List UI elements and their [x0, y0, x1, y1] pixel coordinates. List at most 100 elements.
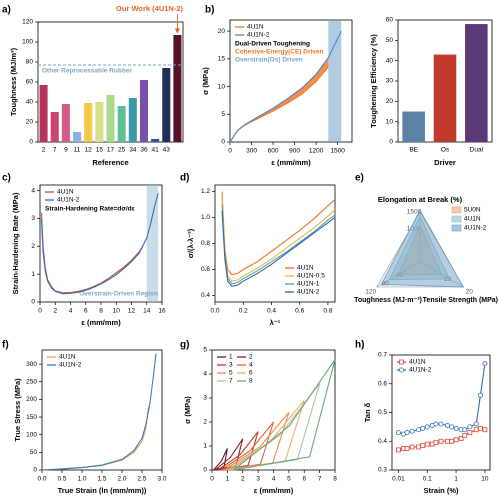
legend-label: 6	[249, 370, 253, 377]
legend-label: 4U1N	[409, 359, 426, 366]
x-axis-label: λ⁻¹	[270, 318, 281, 327]
data-point	[482, 361, 488, 367]
y-tick-label: 5	[203, 347, 207, 354]
x-axis-label: ε (mm/mm)	[271, 158, 311, 167]
note: Dual-Driven Toughening	[235, 41, 310, 48]
y-axis-label: σ/(λ-λ⁻²)	[186, 228, 195, 258]
legend-swatch	[451, 215, 462, 223]
panel-label: d)	[180, 173, 189, 184]
legend-label: 4U1N-2	[297, 289, 320, 296]
legend-label: 2	[249, 354, 253, 361]
x-tick-label: 900	[289, 148, 300, 155]
x-axis-label: ε (mm/mm)	[254, 486, 294, 495]
x-tick-label: 2.0	[117, 476, 126, 483]
x-tick-label: 4	[69, 308, 73, 315]
data-point	[467, 430, 473, 436]
x-tick-label: BE	[409, 147, 418, 154]
data-point	[467, 424, 473, 430]
line-series	[233, 359, 336, 471]
note: Cohesive-Energy(CE) Driven	[235, 49, 324, 56]
x-tick-label: 1500	[330, 148, 345, 155]
y-tick-label: 80	[26, 59, 34, 66]
x-tick-label: 2	[53, 308, 57, 315]
data-point	[462, 433, 468, 438]
y-tick-label: 100	[26, 431, 37, 438]
legend-label: 5	[229, 370, 233, 377]
note: Overstrain(Os) Driven	[235, 57, 303, 64]
y-tick-label: 50	[30, 449, 38, 456]
x-tick-label: 14	[143, 308, 151, 315]
y-tick-label: 2	[31, 243, 35, 250]
data-point	[433, 421, 439, 427]
legend-label: 7	[229, 378, 233, 385]
legend-label: 4U1N-2	[464, 225, 487, 232]
y-tick-label: 4	[203, 371, 207, 378]
bar	[139, 80, 148, 142]
legend-label: 1	[229, 354, 233, 361]
bar	[39, 85, 48, 142]
x-tick-label: 0.5	[57, 476, 66, 483]
data-point	[424, 441, 430, 447]
x-tick-label: 0	[210, 476, 214, 483]
line-series	[41, 353, 157, 471]
panel-label: b)	[205, 5, 214, 16]
x-tick-label: 0.01	[392, 476, 405, 483]
y-tick-label: 0	[389, 139, 393, 146]
panel-label: f)	[2, 340, 9, 351]
y-tick-label: 0.4	[201, 292, 210, 299]
legend-label: 4U1N	[464, 216, 481, 223]
y-tick-label: 250	[26, 378, 37, 385]
legend-label: 4U1N-2	[59, 362, 82, 369]
bar	[128, 98, 137, 142]
panel-label: e)	[355, 173, 364, 184]
x-tick-label: 34	[129, 147, 137, 154]
x-tick-label: 300	[246, 148, 257, 155]
x-tick-label: 6	[302, 476, 306, 483]
x-tick-label: Dual	[470, 147, 484, 154]
y-tick-label: 1.2	[201, 188, 210, 195]
x-tick-label: 0.6	[295, 308, 304, 315]
radar-tick-label: 120	[365, 289, 376, 296]
y-tick-label: 30	[386, 78, 394, 85]
x-tick-label: 41	[151, 147, 159, 154]
legend-label: 8	[249, 378, 253, 385]
x-tick-label: 10	[481, 476, 489, 483]
legend-label: 4U1N-2	[247, 32, 270, 39]
legend-label: 5U0N	[464, 207, 481, 214]
x-tick-label: 0.1	[423, 476, 432, 483]
bar	[162, 68, 171, 142]
radar-tick-label: 20	[466, 289, 474, 296]
y-tick-label: 1	[31, 271, 35, 278]
line-series	[40, 193, 159, 295]
bar	[106, 95, 115, 142]
x-tick-label: 25	[118, 147, 126, 154]
y-tick-label: 0	[29, 139, 33, 146]
legend-label: 4U1N-0.5	[297, 273, 325, 280]
legend-swatch	[451, 206, 462, 214]
data-point	[473, 427, 479, 433]
x-tick-label: 3.0	[157, 476, 166, 483]
data-point	[477, 392, 483, 398]
data-point	[473, 421, 479, 427]
x-tick-label: 1	[454, 476, 458, 483]
y-tick-label: 20	[386, 98, 394, 105]
legend-label: 4U1N	[247, 24, 264, 31]
data-point	[420, 443, 426, 448]
x-tick-label: 2.5	[137, 476, 146, 483]
radar-axis-label: Tensile Strength (MPa)	[423, 297, 498, 304]
panel-label: h)	[355, 340, 364, 351]
y-tick-label: 120	[22, 19, 33, 26]
radar-axis-label: Toughness (MJ·m⁻³)	[354, 297, 422, 304]
line-series	[221, 210, 336, 288]
x-tick-label: 4	[272, 476, 276, 483]
x-tick-label: 5	[287, 476, 291, 483]
data-point	[444, 422, 450, 428]
legend-label: 4U1N-2	[57, 197, 80, 204]
legend-label: 4U1N	[57, 189, 74, 196]
x-tick-label: 0.0	[210, 308, 219, 315]
radar-tick-label: 40	[396, 272, 404, 279]
y-tick-label: 15	[218, 56, 226, 63]
legend-label: 4U1N-1	[297, 281, 320, 288]
y-tick-label: 3	[203, 395, 207, 402]
